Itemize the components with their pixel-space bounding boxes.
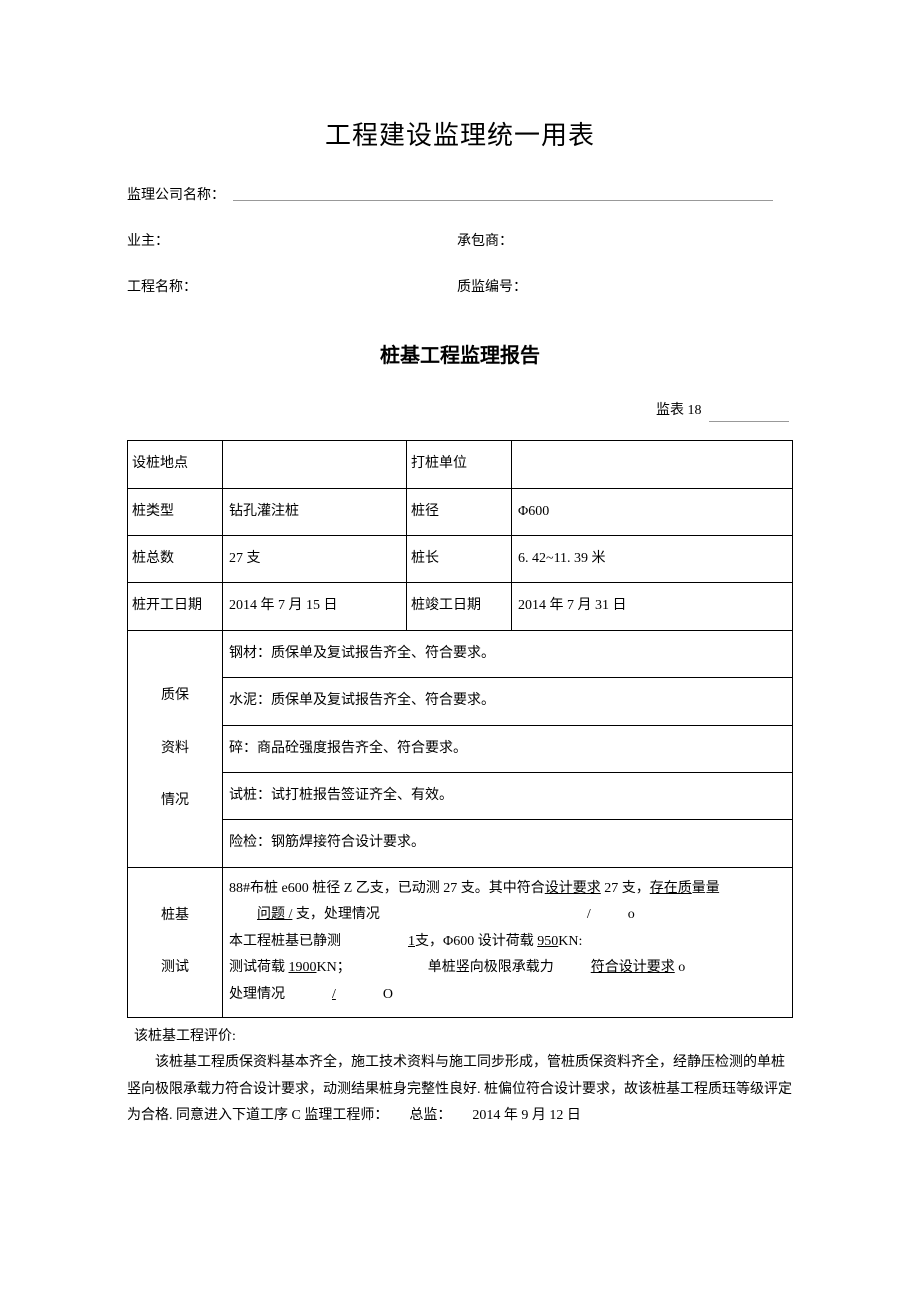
project-quality-row: 工程名称： 质监编号： <box>127 277 793 299</box>
table-row: 桩总数 27 支 桩长 6. 42~11. 39 米 <box>128 535 793 582</box>
test-underline: 存在质 <box>650 881 692 896</box>
test-text: o <box>628 907 635 922</box>
table-row: 设桩地点 打桩单位 <box>128 441 793 488</box>
qa-steel: 钢材：质保单及复试报告齐全、符合要求。 <box>223 630 793 677</box>
table-row: 试桩：试打桩报告签证齐全、有效。 <box>128 772 793 819</box>
cell-length-value: 6. 42~11. 39 米 <box>512 535 793 582</box>
sub-title: 桩基工程监理报告 <box>127 340 793 372</box>
table-row: 桩开工日期 2014 年 7 月 15 日 桩竣工日期 2014 年 7 月 3… <box>128 583 793 630</box>
contractor-label: 承包商： <box>457 231 513 253</box>
test-underline: 问题 / <box>257 907 292 922</box>
qa-label-3: 情况 <box>134 790 216 812</box>
cell-enddate-value: 2014 年 7 月 31 日 <box>512 583 793 630</box>
cell-length-label: 桩长 <box>407 535 512 582</box>
evaluation-body: 该桩基工程质保资料基本齐全，施工技术资料与施工同步形成，管桩质保资料齐全，经静压… <box>127 1050 793 1130</box>
qa-label-1: 质保 <box>134 685 216 707</box>
test-underline: 符合设计要求 <box>591 960 675 975</box>
cell-total-value: 27 支 <box>223 535 407 582</box>
evaluation-title: 该桩基工程评价: <box>127 1024 793 1051</box>
cell-type-value: 钻孔灌注桩 <box>223 488 407 535</box>
test-text: O <box>383 987 393 1002</box>
table-row: 险检：钢筋焊接符合设计要求。 <box>128 820 793 867</box>
test-underline: 1900 <box>289 960 317 975</box>
qa-section-label: 质保 资料 情况 <box>128 630 223 867</box>
table-row: 水泥：质保单及复试报告齐全、符合要求。 <box>128 678 793 725</box>
cell-type-label: 桩类型 <box>128 488 223 535</box>
form-number: 监表 18 <box>656 403 702 418</box>
evaluation-section: 该桩基工程评价: 该桩基工程质保资料基本齐全，施工技术资料与施工同步形成，管桩质… <box>127 1024 793 1130</box>
cell-unit-value <box>512 441 793 488</box>
test-text: o <box>675 960 686 975</box>
test-text: 27 支， <box>601 881 650 896</box>
form-number-blank <box>709 408 789 422</box>
test-underline: 1 <box>408 934 415 949</box>
test-text: 处理情况 <box>229 987 285 1002</box>
cell-startdate-value: 2014 年 7 月 15 日 <box>223 583 407 630</box>
cell-enddate-label: 桩竣工日期 <box>407 583 512 630</box>
main-table: 设桩地点 打桩单位 桩类型 钻孔灌注桩 桩径 Φ600 桩总数 27 支 桩长 … <box>127 440 793 1017</box>
table-row: 质保 资料 情况 钢材：质保单及复试报告齐全、符合要求。 <box>128 630 793 677</box>
project-label: 工程名称： <box>127 277 457 299</box>
test-line-1: 88#布桩 e600 桩径 Z 乙支，已动测 27 支。其中符合设计要求 27 … <box>229 876 786 903</box>
cell-diameter-value: Φ600 <box>512 488 793 535</box>
test-text: 测试荷载 <box>229 960 289 975</box>
cell-startdate-label: 桩开工日期 <box>128 583 223 630</box>
table-row: 桩类型 钻孔灌注桩 桩径 Φ600 <box>128 488 793 535</box>
quality-no-label: 质监编号： <box>457 277 527 299</box>
test-text: KN: <box>558 934 582 949</box>
test-text: / <box>587 907 591 922</box>
company-label: 监理公司名称： <box>127 185 225 207</box>
company-row: 监理公司名称： <box>127 185 793 207</box>
company-blank <box>233 185 773 201</box>
cell-diameter-label: 桩径 <box>407 488 512 535</box>
test-content: 88#布桩 e600 桩径 Z 乙支，已动测 27 支。其中符合设计要求 27 … <box>223 867 793 1017</box>
test-text: 单桩竖向极限承载力 <box>428 960 554 975</box>
test-underline: 设计要求 <box>545 881 601 896</box>
test-underline: 950 <box>537 934 558 949</box>
owner-label: 业主： <box>127 231 457 253</box>
form-number-row: 监表 18 <box>127 400 793 422</box>
test-label-1: 桩基 <box>134 905 216 927</box>
qa-cement: 水泥：质保单及复试报告齐全、符合要求。 <box>223 678 793 725</box>
test-line-4: 测试荷载 1900KN； 单桩竖向极限承载力 符合设计要求 o <box>229 955 786 982</box>
cell-total-label: 桩总数 <box>128 535 223 582</box>
main-title: 工程建设监理统一用表 <box>127 115 793 157</box>
test-text: 支，Φ600 设计荷载 <box>415 934 537 949</box>
test-text: 本工程桩基已静测 <box>229 934 341 949</box>
test-line-5: 处理情况 / O <box>229 982 786 1009</box>
test-line-2: 问题 / 支，处理情况 / o <box>229 902 786 929</box>
test-section-label: 桩基 测试 <box>128 867 223 1017</box>
cell-location-value <box>223 441 407 488</box>
cell-location-label: 设桩地点 <box>128 441 223 488</box>
qa-trial: 试桩：试打桩报告签证齐全、有效。 <box>223 772 793 819</box>
test-text: KN； <box>317 960 351 975</box>
owner-contractor-row: 业主： 承包商： <box>127 231 793 253</box>
qa-concrete: 碎：商品砼强度报告齐全、符合要求。 <box>223 725 793 772</box>
table-row: 碎：商品砼强度报告齐全、符合要求。 <box>128 725 793 772</box>
test-text: 支，处理情况 <box>292 907 380 922</box>
test-line-3: 本工程桩基已静测 1支，Φ600 设计荷载 950KN: <box>229 929 786 956</box>
test-label-2: 测试 <box>134 957 216 979</box>
test-text: 88#布桩 e600 桩径 Z 乙支，已动测 27 支。其中符合 <box>229 881 545 896</box>
cell-unit-label: 打桩单位 <box>407 441 512 488</box>
qa-inspection: 险检：钢筋焊接符合设计要求。 <box>223 820 793 867</box>
table-row: 桩基 测试 88#布桩 e600 桩径 Z 乙支，已动测 27 支。其中符合设计… <box>128 867 793 1017</box>
qa-label-2: 资料 <box>134 738 216 760</box>
test-underline: / <box>332 987 336 1002</box>
test-text: 量量 <box>692 881 720 896</box>
